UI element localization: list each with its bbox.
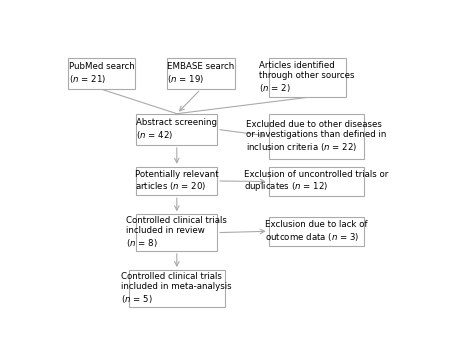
FancyBboxPatch shape	[167, 58, 235, 89]
FancyBboxPatch shape	[269, 217, 364, 246]
FancyBboxPatch shape	[67, 58, 136, 89]
Text: Excluded due to other diseases
or investigations than defined in
inclusion crite: Excluded due to other diseases or invest…	[246, 120, 387, 153]
FancyBboxPatch shape	[269, 167, 364, 196]
FancyBboxPatch shape	[129, 270, 225, 307]
FancyBboxPatch shape	[269, 114, 364, 158]
FancyBboxPatch shape	[137, 114, 217, 145]
Text: Controlled clinical trials
included in meta-analysis
($n$ = 5): Controlled clinical trials included in m…	[121, 272, 232, 305]
Text: PubMed search
($n$ = 21): PubMed search ($n$ = 21)	[69, 62, 134, 85]
Text: EMBASE search
($n$ = 19): EMBASE search ($n$ = 19)	[167, 62, 234, 85]
Text: Exclusion of uncontrolled trials or
duplicates ($n$ = 12): Exclusion of uncontrolled trials or dupl…	[244, 170, 389, 193]
FancyBboxPatch shape	[137, 214, 217, 251]
Text: Articles identified
through other sources
($n$ = 2): Articles identified through other source…	[259, 61, 355, 94]
FancyBboxPatch shape	[269, 58, 346, 97]
Text: Exclusion due to lack of
outcome data ($n$ = 3): Exclusion due to lack of outcome data ($…	[265, 220, 368, 243]
Text: Abstract screening
($n$ = 42): Abstract screening ($n$ = 42)	[137, 118, 217, 141]
Text: Controlled clinical trials
included in review
($n$ = 8): Controlled clinical trials included in r…	[127, 216, 227, 249]
Text: Potentially relevant
articles ($n$ = 20): Potentially relevant articles ($n$ = 20)	[135, 169, 219, 192]
FancyBboxPatch shape	[137, 167, 217, 195]
